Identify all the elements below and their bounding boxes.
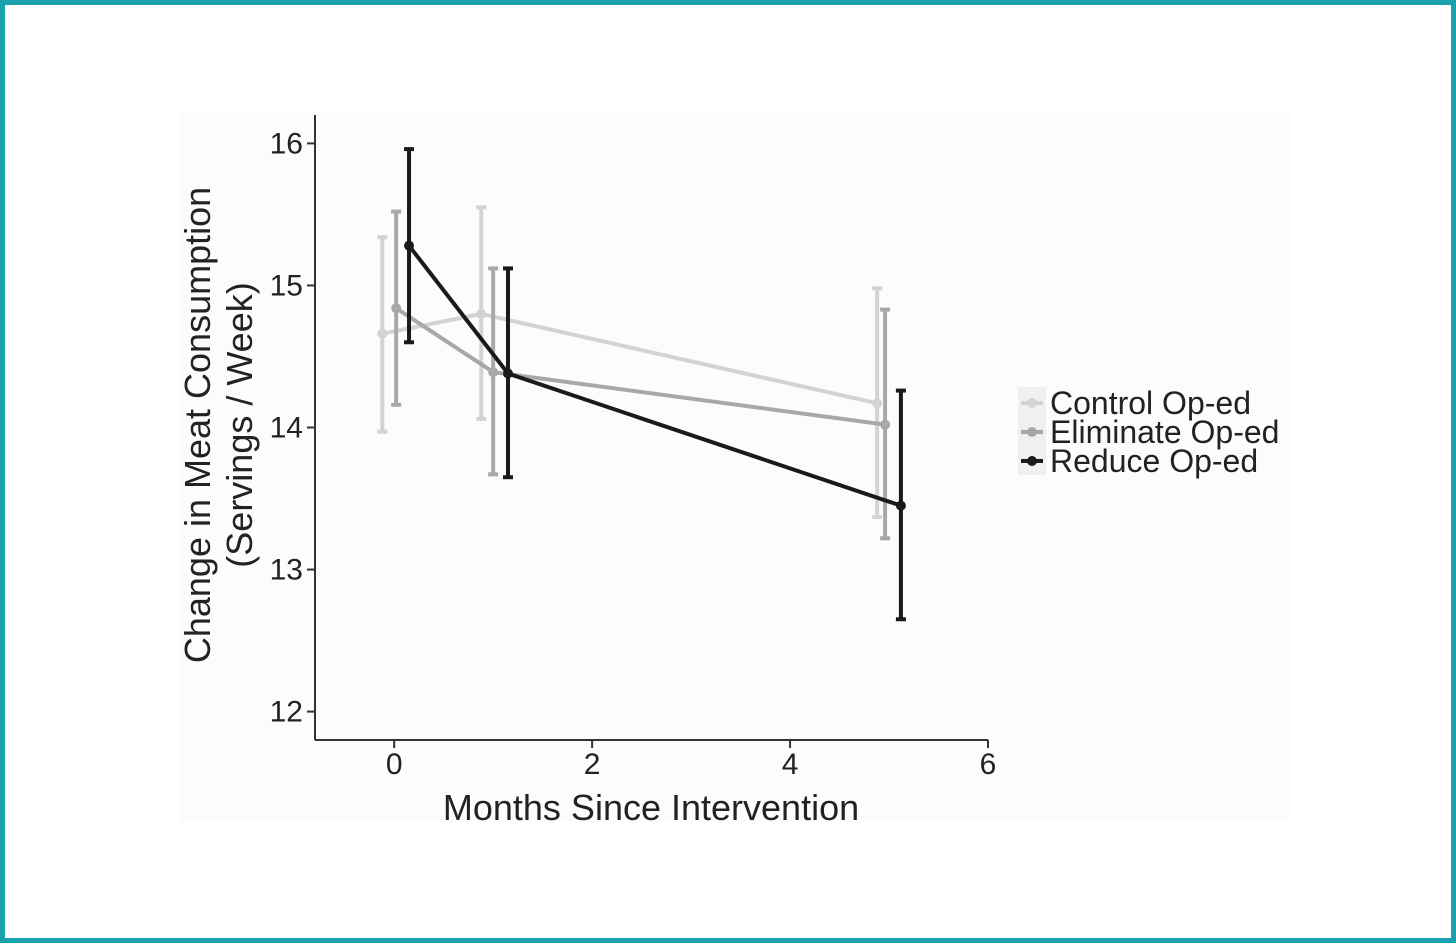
legend-label-reduce-op-ed: Reduce Op-ed [1050, 443, 1258, 479]
legend-label-eliminate-op-ed: Eliminate Op-ed [1050, 414, 1279, 450]
y-tick-label: 16 [270, 127, 303, 160]
data-point [895, 500, 906, 511]
legend-label-control-op-ed: Control Op-ed [1050, 385, 1251, 421]
legend-key-point-control-op-ed [1027, 398, 1037, 408]
legend-key-point-reduce-op-ed [1027, 456, 1037, 466]
x-tick-label: 6 [980, 748, 997, 781]
data-point [391, 303, 402, 314]
data-point [502, 368, 513, 379]
x-tick-label: 2 [584, 748, 601, 781]
y-tick-label: 15 [270, 269, 303, 302]
series-reduce-op-ed [404, 147, 906, 622]
data-point [377, 328, 388, 339]
x-tick-label: 4 [782, 748, 799, 781]
legend-key-point-eliminate-op-ed [1027, 427, 1037, 437]
x-axis-title: Months Since Intervention [443, 787, 859, 828]
y-tick-label: 14 [270, 412, 303, 445]
data-point [872, 398, 883, 409]
x-tick-label: 0 [386, 748, 403, 781]
data-point [404, 240, 415, 251]
y-tick-label: 13 [270, 554, 303, 587]
y-axis-title-line2: (Servings / Week) [219, 282, 260, 567]
series-control-op-ed [377, 205, 883, 519]
data-point [476, 308, 487, 319]
y-axis-title-line1: Change in Meat Consumption [177, 187, 218, 663]
data-point [488, 367, 499, 378]
y-tick-label: 12 [270, 696, 303, 729]
plot-panel [180, 112, 1290, 822]
data-point [880, 419, 891, 430]
